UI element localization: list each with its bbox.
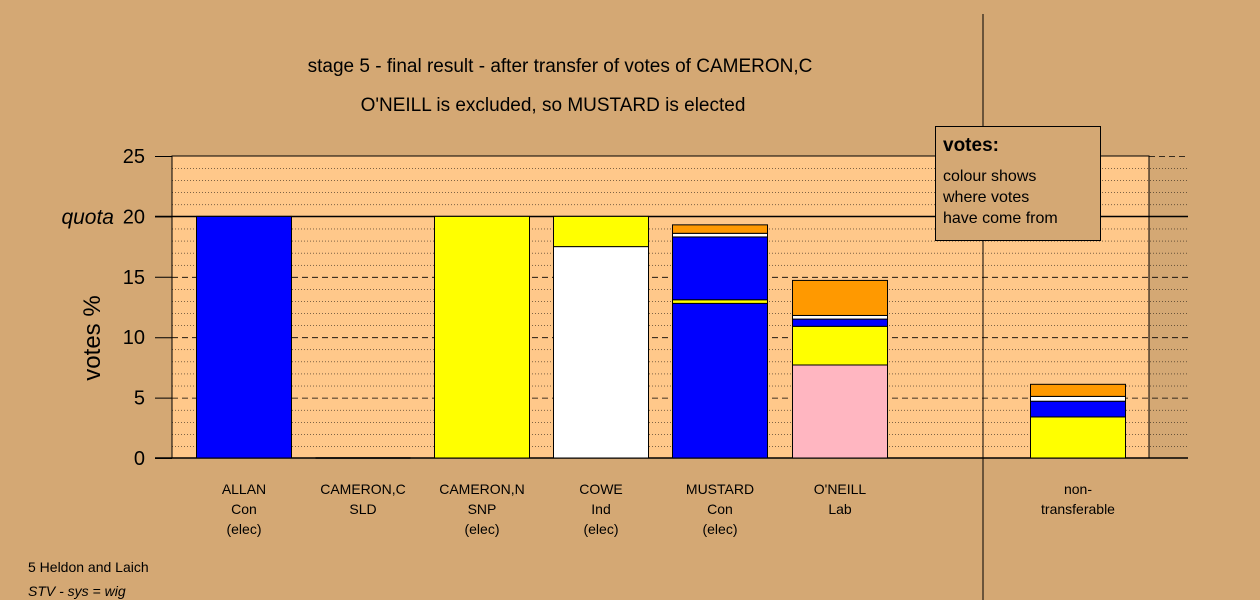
y-tick-label: 5 (134, 388, 145, 410)
y-tick-label: 20 (123, 206, 145, 228)
bar-segment (1030, 416, 1126, 459)
x-category-label: ALLAN (222, 481, 266, 497)
bar-segment (553, 246, 649, 459)
footer-system: STV - sys = wig (28, 583, 126, 599)
bar-segment (1030, 395, 1126, 402)
legend-line-3: have come from (943, 210, 1058, 227)
x-labels: ALLAN Con (elec) CAMERON,C SLD CAMERON,N SNP (e… (222, 481, 1115, 537)
x-category-label: (elec) (226, 521, 261, 537)
bar-segment (672, 224, 768, 234)
y-tick-label: 25 (123, 146, 145, 168)
bar-segment (792, 279, 888, 316)
y-tick-label: 10 (123, 327, 145, 349)
x-category-label: Con (707, 501, 733, 517)
y-tick-label: 15 (123, 267, 145, 289)
x-category-label: (elec) (702, 521, 737, 537)
quota-label: quota (61, 206, 114, 229)
bar-segment (792, 314, 888, 320)
bars (196, 215, 1126, 459)
x-category-label: (elec) (583, 521, 618, 537)
bar-segment (672, 299, 768, 304)
bar-segment (1030, 383, 1126, 397)
bar-segment (792, 364, 888, 459)
x-category-label: non- (1064, 481, 1092, 497)
legend: votes: colour shows where votes have com… (935, 126, 1101, 241)
bar-segment (434, 215, 530, 459)
x-category-label: O'NEILL (814, 481, 867, 497)
footer-constituency: 5 Heldon and Laich (28, 559, 149, 575)
x-category-label: SLD (349, 501, 376, 517)
x-category-label: SNP (468, 501, 497, 517)
legend-title: votes: (943, 135, 999, 156)
y-tick-label: 0 (134, 448, 145, 470)
x-category-label: Con (231, 501, 257, 517)
x-category-label: (elec) (464, 521, 499, 537)
x-category-label: COWE (579, 481, 623, 497)
y-axis-label: votes % (79, 295, 106, 380)
bar-segment (792, 318, 888, 327)
bar-segment (196, 215, 292, 459)
bar-segment (792, 325, 888, 366)
bar-segment (553, 215, 649, 248)
legend-line-1: colour shows (943, 168, 1037, 185)
chart-subtitle: O'NEILL is excluded, so MUSTARD is elect… (361, 95, 746, 116)
x-category-label: Lab (828, 501, 852, 517)
x-category-label: CAMERON,C (320, 481, 406, 497)
bar-segment (672, 302, 768, 459)
bar-segment (672, 236, 768, 301)
chart-title: stage 5 - final result - after transfer … (308, 56, 813, 77)
x-category-label: transferable (1041, 501, 1115, 517)
y-ticks: 0 5 10 15 20 25 (123, 146, 172, 470)
x-category-label: Ind (591, 501, 610, 517)
bar-segment (1030, 400, 1126, 418)
x-category-label: CAMERON,N (439, 481, 525, 497)
legend-line-2: where votes (943, 189, 1030, 206)
x-category-label: MUSTARD (686, 481, 754, 497)
bar-segment (672, 232, 768, 238)
